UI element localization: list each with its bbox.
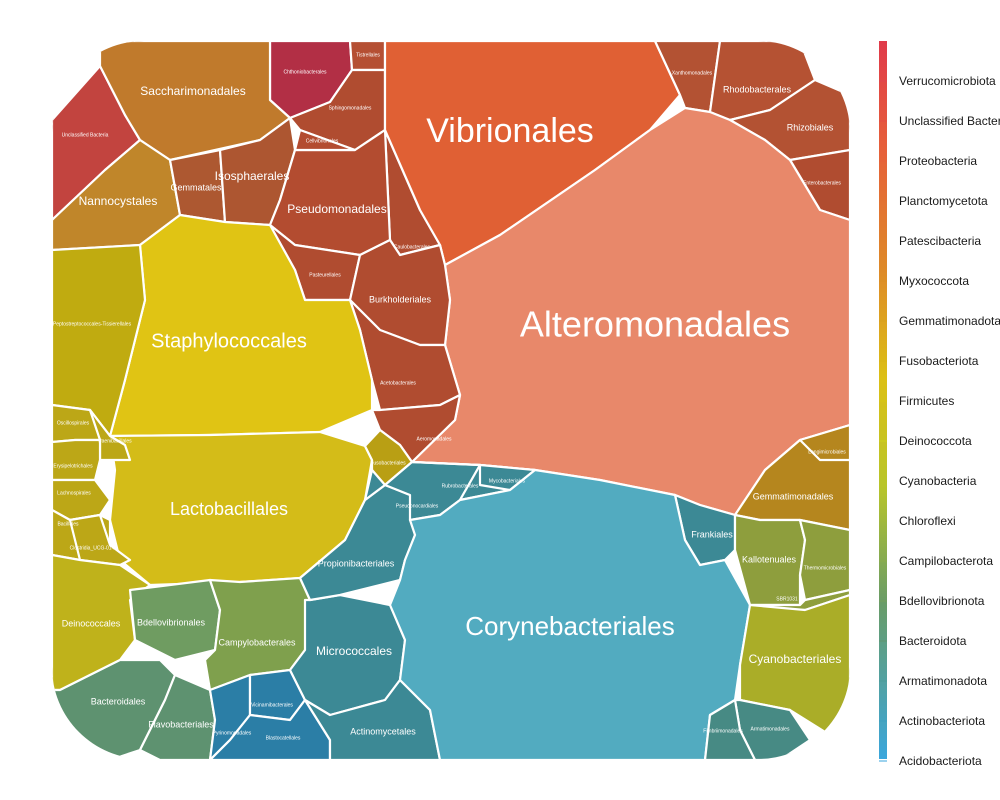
legend-label-deinococcota: Deinococcota [899,434,972,448]
cell-corynebacteriales [388,468,752,759]
label-rhodobacterales: Rhodobacterales [723,84,792,94]
label-pyrinomonadales: Pyrinomonadales [213,730,252,736]
legend-color-bar [879,41,887,759]
label-vicinamibacterales: Vicinamibacterales [251,702,293,708]
label-xanthomonadales: Xanthomonadales [672,70,713,76]
legend-label-actinobacteriota: Actinobacteriota [899,714,985,728]
label-frankiales: Frankiales [691,529,733,539]
legend-label-bdellovibrionota: Bdellovibrionota [899,594,985,608]
label-armatimonadales: Armatimonadales [751,726,790,732]
label-sbr1031: SBR1031 [776,596,798,602]
label-staphylococcales: Staphylococcales [151,330,307,352]
treemap-cells [52,41,850,759]
label-aeromonadales: Aeromonadales [416,436,452,442]
label-fusobacteriales: Fusobacteriales [370,460,406,466]
label-oscillospirales: Oscillospirales [57,420,90,426]
cell-longimicrobiales [798,423,850,462]
label-fimbriimonadales: Fimbriimonadales [703,728,743,734]
label-rubrobacterales: Rubrobacterales [442,483,479,489]
legend-label-cyanobacteria: Cyanobacteria [899,474,977,488]
label-chthoniobacterales: Chthoniobacterales [283,69,327,75]
label-kallotenuales: Kallotenuales [742,554,797,564]
label-flavobacteriales: Flavobacteriales [148,719,214,729]
label-acetobacterales: Acetobacterales [380,380,416,386]
label-gemmatimonadales: Gemmatimonadales [753,491,834,501]
legend-label-unclassified-bacteria: Unclassified Bacteria [899,114,1000,128]
label-sphingomonadales: Sphingomonadales [329,105,372,111]
label-bdellovibrionales: Bdellovibrionales [137,617,206,627]
label-nannocystales: Nannocystales [79,194,158,208]
cell-thermomicrobiales [798,518,850,602]
label-micrococcales: Micrococcales [316,644,392,658]
label-alteromonadales: Alteromonadales [520,304,790,345]
label-corynebacteriales: Corynebacteriales [465,611,675,641]
legend-label-armatimonadota: Armatimonadota [899,674,987,688]
treemap-labels: Chthoniobacterales Unclassified Bacteria S… [53,52,847,741]
legend-label-acidobacteriota: Acidobacteriota [899,754,982,768]
label-caulobacterales: Caulobacterales [394,244,431,250]
legend-label-fusobacteriota: Fusobacteriota [899,354,979,368]
legend-label-gemmatimonadota: Gemmatimonadota [899,314,1000,328]
label-cyanobacteriales: Cyanobacteriales [749,652,842,666]
legend-label-chloroflexi: Chloroflexi [899,514,956,528]
label-blastocatellales: Blastocatellales [266,735,301,741]
label-bacillales: Bacillales [57,521,79,527]
legend: Verrucomicrobiota Unclassified Bacteria Pr… [879,74,1000,768]
legend-label-proteobacteria: Proteobacteria [899,154,977,168]
legend-label-planctomycetota: Planctomycetota [899,194,988,208]
label-pseudonocardiales: Pseudonocardiales [396,503,439,509]
label-burkholderiales: Burkholderiales [369,294,432,304]
label-campylobacterales: Campylobacterales [218,637,296,647]
label-cellvibrionales: Cellvibrionales [306,138,339,144]
legend-label-patescibacteria: Patescibacteria [899,234,981,248]
label-isosphaerales: Isosphaerales [215,169,290,183]
label-vibrionales: Vibrionales [426,112,594,150]
label-actinomycetales: Actinomycetales [350,726,416,736]
label-bacteroidales: Bacteroidales [91,696,146,706]
legend-label-myxococcota: Myxococcota [899,274,969,288]
label-tistrellales: Tistrellales [356,52,380,58]
label-lactobacillales: Lactobacillales [170,499,288,519]
label-propionibacteriales: Propionibacteriales [318,558,395,568]
cell-erysipelotrichales [52,438,102,482]
label-enterobacterales: Enterobacterales [803,180,841,186]
legend-label-verrucomicrobiota: Verrucomicrobiota [899,74,996,88]
label-peptostreptococcales-tissierellales: Peptostreptococcales-Tissierellales [53,321,132,327]
label-paenibacillales: Paenibacillales [98,438,132,444]
label-pseudomonadales: Pseudomonadales [287,202,386,216]
label-saccharimonadales: Saccharimonadales [140,84,245,98]
label-clostridia-ucg-014: Clostridia_UCG-014 [70,545,115,551]
label-unclassified-bacteria: Unclassified Bacteria [62,132,109,138]
label-longimicrobiales: Longimicrobiales [808,449,846,455]
label-gemmatales: Gemmatales [170,182,222,192]
label-mycobacteriales: Mycobacteriales [489,478,526,484]
label-deinococcales: Deinococcales [62,618,121,628]
cell-cellvibrionales [293,128,357,152]
legend-label-bacteroidota: Bacteroidota [899,634,967,648]
label-erysipelotrichales: Erysipelotrichales [53,463,93,469]
legend-label-campilobacterota: Campilobacterota [899,554,993,568]
cell-fimbriimonadales [703,698,757,759]
legend-label-firmicutes: Firmicutes [899,394,954,408]
label-lachnospirales: Lachnospirales [57,490,91,496]
label-pasteurellales: Pasteurellales [309,272,341,278]
label-rhizobiales: Rhizobiales [787,122,834,132]
label-thermomicrobiales: Thermomicrobiales [804,565,847,571]
